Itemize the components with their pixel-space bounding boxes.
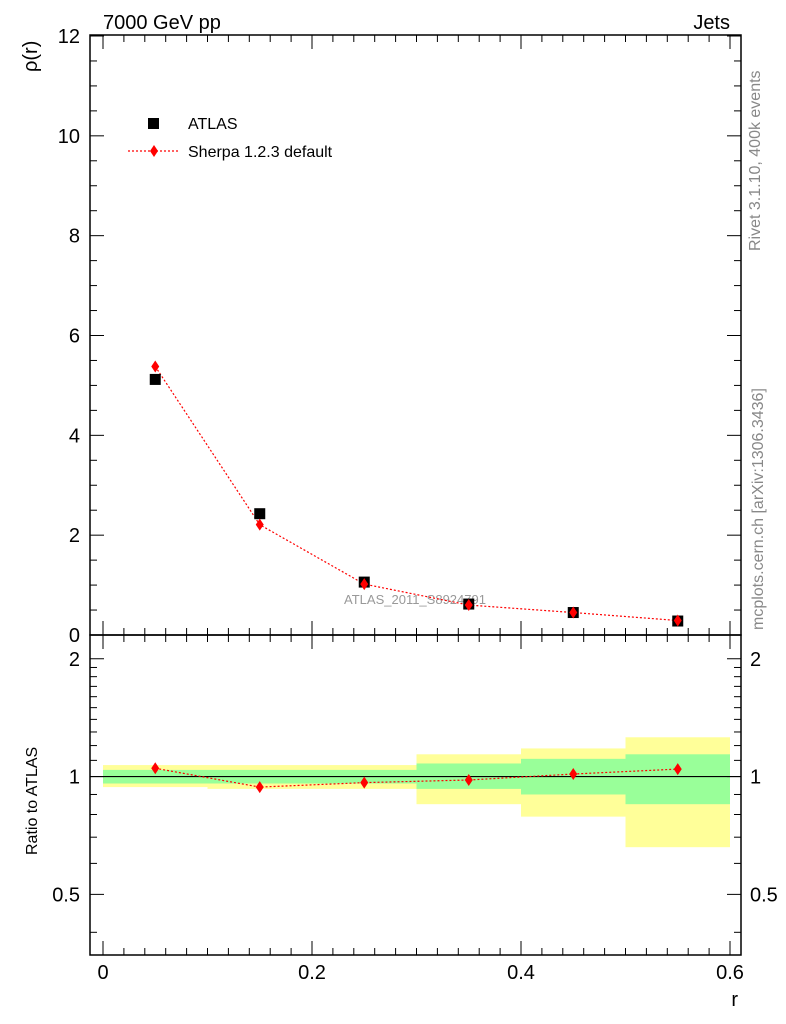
legend: ATLAS Sherpa 1.2.3 default — [128, 116, 333, 161]
ratio-sherpa-point — [255, 781, 264, 794]
ratio-plot-frame — [89, 634, 742, 956]
x-tick-label: 0 — [97, 962, 108, 984]
sherpa-point — [360, 578, 369, 591]
ratio-sherpa-point — [151, 762, 160, 775]
sherpa-point — [569, 606, 578, 619]
header-right: Jets — [693, 12, 730, 34]
ratio-sherpa-point — [464, 773, 473, 786]
sherpa-point — [151, 360, 160, 373]
legend-atlas-marker — [148, 118, 159, 129]
sherpa-point — [673, 614, 682, 627]
main-y-tick-label: 2 — [69, 525, 80, 547]
atlas-point — [254, 508, 266, 520]
ratio-sherpa-point — [673, 763, 682, 776]
ratio-y-axis-label: Ratio to ATLAS — [24, 747, 41, 855]
ratio-y-tick-label: 1 — [69, 767, 80, 789]
main-y-axis-label: ρ(r) — [20, 41, 42, 72]
legend-atlas-label: ATLAS — [188, 116, 238, 133]
ratio-y-tick-label-right: 2 — [750, 649, 761, 671]
ratio-sherpa-point — [569, 768, 578, 781]
x-tick-label: 0.6 — [716, 962, 744, 984]
band-inner-5 — [625, 754, 730, 805]
main-y-tick-label: 6 — [69, 326, 80, 348]
x-axis-label: r — [731, 989, 738, 1011]
ratio-uncertainty-bands — [90, 737, 741, 848]
main-y-tick-label: 8 — [69, 226, 80, 248]
sherpa-point — [464, 599, 473, 612]
atlas-point — [149, 373, 161, 385]
ratio-y-tick-label-right: 0.5 — [750, 884, 778, 906]
ratio-y-tick-label-right: 1 — [750, 767, 761, 789]
legend-sherpa-marker — [150, 145, 158, 157]
main-series-layer — [149, 360, 684, 627]
side-text-rivet: Rivet 3.1.10, 400k events — [747, 70, 764, 251]
legend-sherpa-label: Sherpa 1.2.3 default — [188, 144, 333, 161]
main-y-tick-label: 12 — [58, 26, 80, 48]
ratio-series-layer — [151, 762, 682, 794]
main-y-tick-label: 10 — [58, 126, 80, 148]
header-left: 7000 GeV pp — [103, 12, 221, 34]
sherpa-point — [255, 518, 264, 531]
ratio-y-tick-label: 2 — [69, 649, 80, 671]
main-y-tick-label: 0 — [69, 625, 80, 647]
sherpa-line — [154, 366, 678, 622]
analysis-watermark: ATLAS_2011_S8924791 — [344, 592, 486, 607]
x-tick-label: 0.4 — [507, 962, 535, 984]
ratio-y-tick-label: 0.5 — [52, 884, 80, 906]
ratio-sherpa-line — [155, 767, 678, 788]
ratio-sherpa-point — [360, 776, 369, 789]
axis-ticks — [90, 35, 741, 955]
main-y-tick-label: 4 — [69, 425, 80, 447]
side-text-mcplots: mcplots.cern.ch [arXiv:1306.3436] — [750, 388, 767, 630]
x-tick-label: 0.2 — [298, 962, 326, 984]
